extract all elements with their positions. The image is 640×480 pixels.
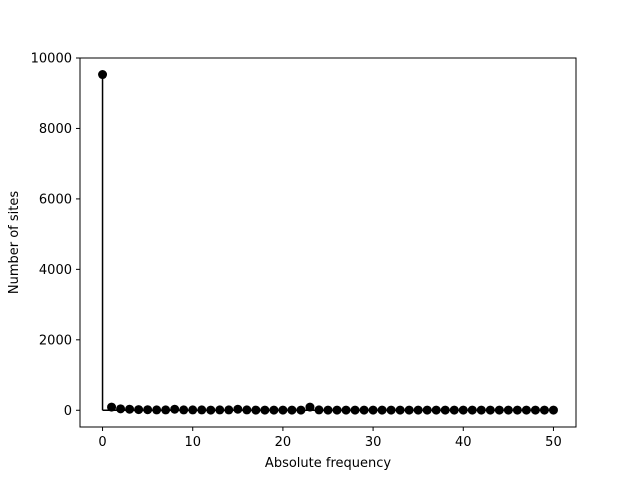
stem-marker (314, 405, 324, 415)
stem-marker (413, 405, 423, 415)
stem-marker (278, 405, 288, 415)
stem-marker (98, 70, 108, 80)
stem-marker (341, 405, 351, 415)
stem-marker (206, 405, 216, 415)
x-tick-label: 10 (184, 435, 201, 450)
x-tick-label: 20 (275, 435, 292, 450)
stem-marker (512, 405, 522, 415)
stem-marker (116, 404, 126, 414)
x-axis-ticks: 0 10 20 30 40 50 (98, 427, 562, 450)
y-tick-label: 8000 (39, 122, 72, 137)
plot-area (79, 57, 577, 428)
stem-marker (350, 405, 360, 415)
x-tick-label: 40 (455, 435, 472, 450)
stem-marker (188, 405, 198, 415)
stem-marker (395, 405, 405, 415)
y-axis-label: Number of sites (7, 191, 22, 294)
stem-marker (494, 405, 504, 415)
stem-marker (431, 405, 441, 415)
stem-marker (377, 405, 387, 415)
stem-marker (368, 405, 378, 415)
stem-marker (386, 405, 396, 415)
stem-marker (224, 405, 234, 415)
y-tick-label: 2000 (39, 333, 72, 348)
stem-marker (215, 405, 225, 415)
stem-lines (101, 74, 555, 412)
stem-marker (404, 405, 414, 415)
stem-marker (260, 405, 270, 415)
x-axis-label: Absolute frequency (265, 456, 391, 471)
y-tick-label: 0 (64, 404, 72, 419)
stem-marker (107, 402, 117, 412)
stem-marker (143, 405, 153, 415)
stem-marker (179, 405, 189, 415)
stem-marker (269, 405, 279, 415)
stem-marker (539, 405, 549, 415)
stem-marker (233, 404, 243, 414)
stem-marker (503, 405, 513, 415)
y-tick-label: 10000 (31, 52, 72, 67)
stem-marker (170, 404, 180, 414)
stem-marker (296, 405, 306, 415)
y-axis-ticks: 0 2000 4000 6000 8000 10000 (31, 52, 80, 419)
stem-marker (161, 405, 171, 415)
stem-marker (359, 405, 369, 415)
x-tick-label: 30 (365, 435, 382, 450)
stem-marker (251, 405, 261, 415)
stem-marker (152, 405, 162, 415)
stem-marker (197, 405, 207, 415)
stem-marker (530, 405, 540, 415)
stem-marker (449, 405, 459, 415)
stem-marker (521, 405, 531, 415)
stem-marker (440, 405, 450, 415)
stem-marker (305, 402, 315, 412)
stem-marker (467, 405, 477, 415)
stem-marker (287, 405, 297, 415)
stem-marker (548, 405, 558, 415)
stem-markers (98, 70, 558, 415)
x-tick-label: 0 (98, 435, 106, 450)
y-tick-label: 6000 (39, 192, 72, 207)
stem-marker (134, 405, 144, 415)
x-tick-label: 50 (545, 435, 562, 450)
stem-marker (125, 404, 135, 414)
stem-marker (332, 405, 342, 415)
y-tick-label: 4000 (39, 263, 72, 278)
stem-marker (242, 405, 252, 415)
stem-marker (422, 405, 432, 415)
stem-marker (458, 405, 468, 415)
stem-marker (323, 405, 333, 415)
stem-marker (476, 405, 486, 415)
stem-marker (485, 405, 495, 415)
